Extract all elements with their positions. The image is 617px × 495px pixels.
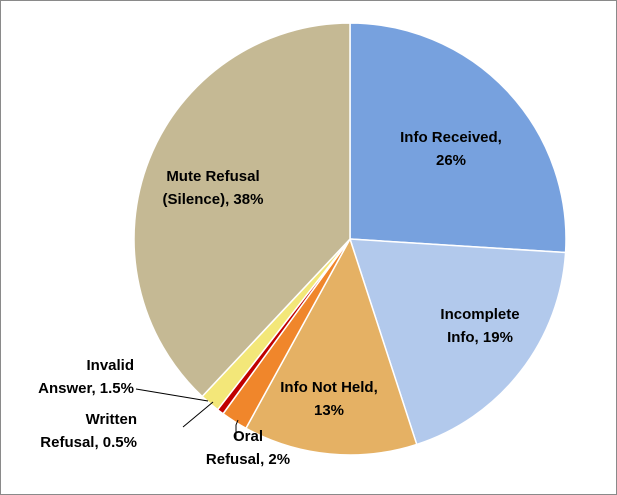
data-label-line: (Silence), 38% xyxy=(163,191,264,208)
pie-slice-info-not-held xyxy=(245,238,418,456)
data-label-line: 26% xyxy=(436,152,466,169)
pie-slice-mute-refusal-silence xyxy=(133,22,351,398)
data-label-line: Invalid xyxy=(86,357,134,374)
data-label-invalid-answer: Invalid Answer, 1.5% xyxy=(38,357,134,397)
data-label-line: Refusal, 0.5% xyxy=(40,434,137,451)
leader-line-oral-refusal xyxy=(235,419,239,440)
data-label-line: Oral xyxy=(233,428,263,445)
data-label-line: Info Not Held, xyxy=(280,379,378,396)
data-label-line: Answer, 1.5% xyxy=(38,380,134,397)
pie-slice-info-received xyxy=(349,22,567,254)
data-label-line: Info Received, xyxy=(400,129,502,146)
data-label-oral-refusal: Oral Refusal, 2% xyxy=(206,428,290,468)
data-label-line: 13% xyxy=(314,402,344,419)
leader-line-written-refusal xyxy=(182,401,214,428)
data-label-info-not-held: Info Not Held, 13% xyxy=(280,379,378,419)
data-label-line: Info, 19% xyxy=(447,329,513,346)
data-label-line: Written xyxy=(86,411,137,428)
data-label-line: Incomplete xyxy=(440,306,519,323)
data-label-info-received: Info Received, 26% xyxy=(400,129,502,169)
pie-slice-incomplete-info xyxy=(349,238,567,446)
data-label-mute-refusal-silence: Mute Refusal (Silence), 38% xyxy=(163,168,264,208)
leader-line-invalid-answer xyxy=(135,388,209,402)
data-label-written-refusal: Written Refusal, 0.5% xyxy=(40,411,137,451)
data-label-incomplete-info: Incomplete Info, 19% xyxy=(440,306,519,346)
data-label-line: Mute Refusal xyxy=(166,168,259,185)
data-label-line: Refusal, 2% xyxy=(206,451,290,468)
